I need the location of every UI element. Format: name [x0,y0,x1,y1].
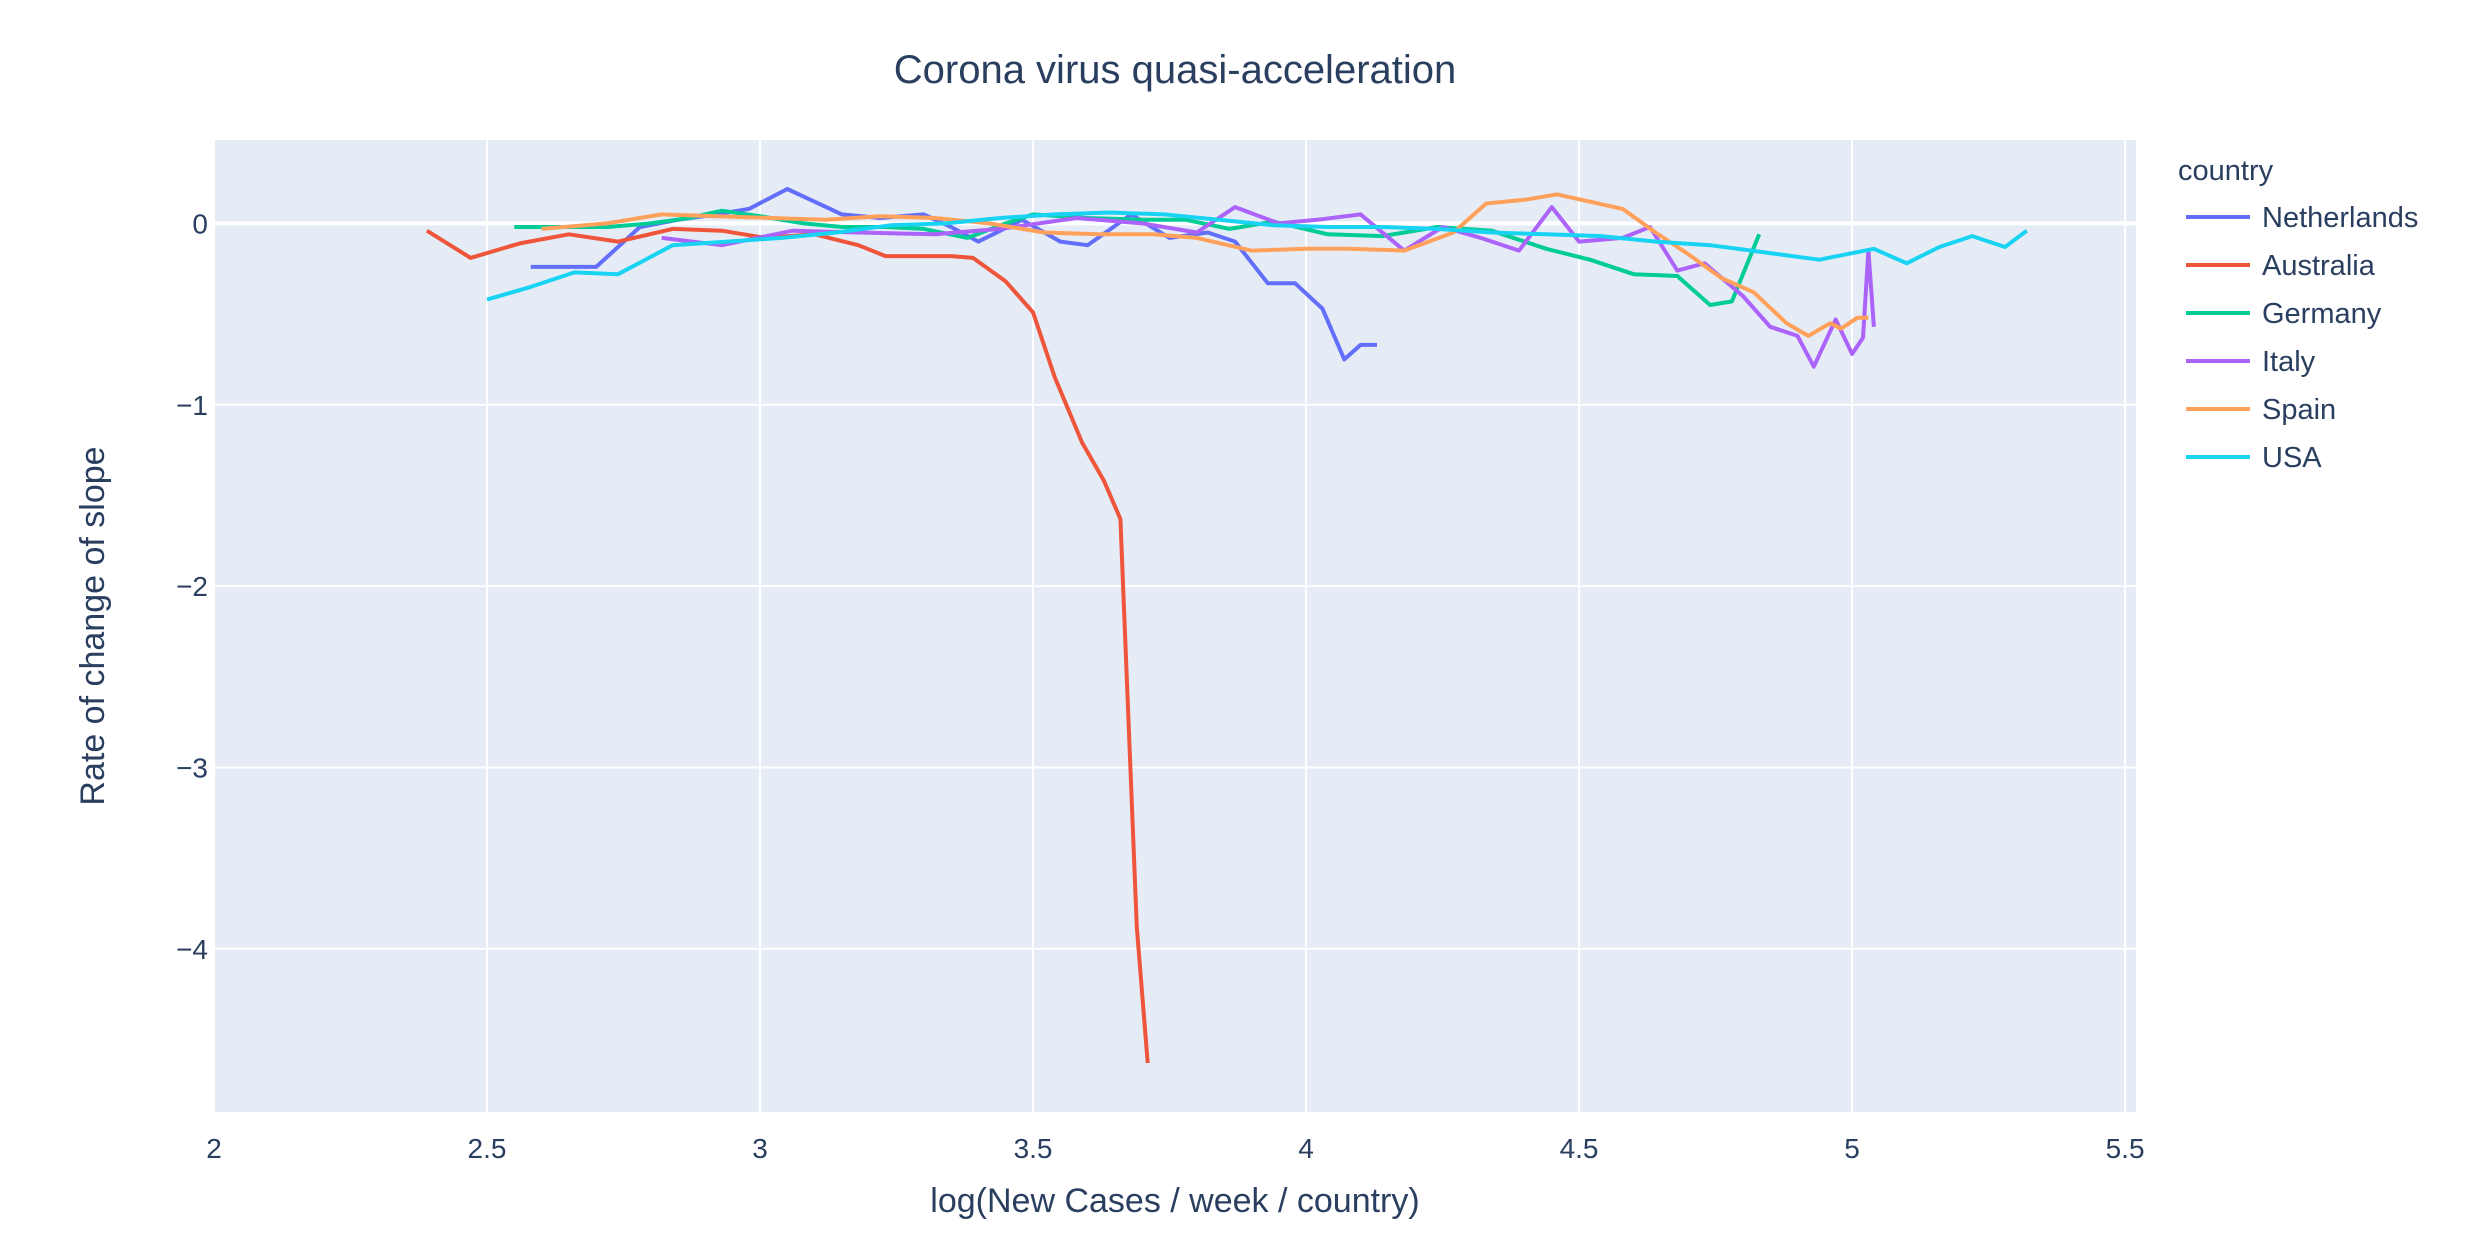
legend-label-usa: USA [2262,442,2322,474]
x-axis-title: log(New Cases / week / country) [930,1182,1419,1220]
series-line-spain [541,192,1869,338]
y-tick-labels: 0 −1 −2 −3 −4 [176,208,208,964]
series-line-usa [486,210,2028,302]
y-tick-label: −4 [176,934,208,965]
x-tick-label: 4 [1298,1133,1314,1164]
x-tick-label: 5 [1844,1133,1860,1164]
plot-background [214,140,2136,1112]
x-tick-label: 4.5 [1560,1133,1599,1164]
series-layer [425,187,2028,1064]
legend-label-spain: Spain [2262,394,2336,426]
y-tick-label: −2 [176,571,208,602]
x-tick-label: 5.5 [2106,1133,2145,1164]
legend-label-australia: Australia [2262,250,2376,282]
y-tick-label: −1 [176,390,208,421]
x-tick-labels: 2 2.5 3 3.5 4 4.5 5 5.5 [206,1133,2144,1164]
y-tick-label: −3 [176,752,208,783]
x-tick-label: 2 [206,1133,222,1164]
legend: country Netherlands Australia Germany Italy… [2178,155,2418,474]
y-tick-label: 0 [192,208,208,239]
legend-label-netherlands: Netherlands [2262,202,2418,234]
series-line-australia [425,226,1150,1064]
y-axis-title: Rate of change of slope [74,446,112,805]
x-tick-label: 2.5 [468,1133,507,1164]
x-tick-label: 3 [752,1133,768,1164]
x-tick-label: 3.5 [1014,1133,1053,1164]
series-line-germany [514,208,1762,307]
legend-title: country [2178,155,2274,187]
legend-label-italy: Italy [2262,346,2316,378]
legend-label-germany: Germany [2262,298,2382,330]
chart-title: Corona virus quasi-acceleration [894,48,1457,92]
grid [213,140,2136,1112]
